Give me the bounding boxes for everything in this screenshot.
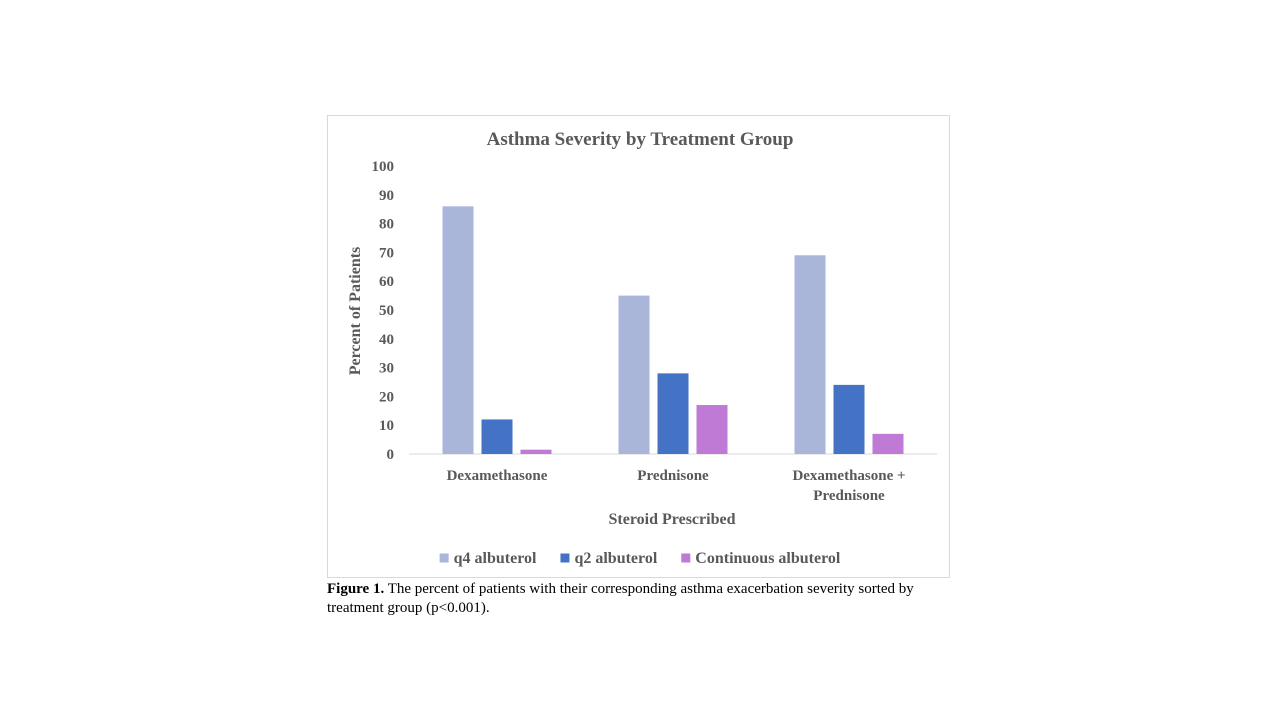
- x-tick-label: Dexamethasone: [447, 468, 548, 484]
- bar: [618, 295, 650, 454]
- y-tick-label: 40: [379, 332, 394, 348]
- y-tick-label: 90: [379, 188, 394, 204]
- legend-swatch: [681, 553, 691, 563]
- bar: [481, 419, 513, 454]
- y-tick-label: 80: [379, 217, 394, 233]
- y-axis-ticks: 0 10 20 30 40 50 60 70 80 90 100: [372, 159, 395, 463]
- bar: [794, 255, 826, 454]
- y-tick-label: 60: [379, 274, 394, 290]
- caption-text: The percent of patients with their corre…: [327, 581, 914, 616]
- x-tick-label: Prednisone: [813, 488, 885, 504]
- y-tick-label: 30: [379, 361, 394, 377]
- legend-label: Continuous albuterol: [695, 550, 841, 567]
- x-axis-label: Steroid Prescribed: [609, 511, 736, 528]
- caption-label: Figure 1.: [327, 581, 385, 597]
- y-tick-label: 10: [379, 418, 394, 434]
- legend: q4 albuterol q2 albuterol Continuous albut…: [439, 550, 841, 567]
- y-tick-label: 100: [372, 159, 395, 175]
- bar: [442, 206, 474, 454]
- chart-container: Asthma Severity by Treatment Group 0 10 20…: [327, 115, 950, 578]
- y-tick-label: 0: [387, 447, 395, 463]
- legend-label: q2 albuterol: [574, 550, 657, 567]
- legend-label: q4 albuterol: [454, 550, 537, 567]
- bar: [657, 373, 689, 454]
- y-tick-label: 20: [379, 389, 394, 405]
- bars: [442, 206, 904, 454]
- y-tick-label: 70: [379, 245, 394, 261]
- bar: [872, 433, 904, 454]
- x-axis-categories: Dexamethasone Prednisone Dexamethasone + Pr…: [447, 468, 906, 504]
- chart-title: Asthma Severity by Treatment Group: [487, 129, 794, 150]
- x-tick-label: Prednisone: [637, 468, 709, 484]
- y-tick-label: 50: [379, 303, 394, 319]
- bar: [520, 449, 552, 454]
- bar: [696, 405, 728, 454]
- bar: [833, 384, 865, 454]
- y-axis-label: Percent of Patients: [347, 247, 364, 376]
- figure-caption: Figure 1. The percent of patients with t…: [327, 580, 952, 618]
- x-tick-label: Dexamethasone +: [792, 468, 905, 484]
- legend-swatch: [560, 553, 570, 563]
- legend-swatch: [439, 553, 449, 563]
- bar-chart: Asthma Severity by Treatment Group 0 10 20…: [347, 129, 937, 567]
